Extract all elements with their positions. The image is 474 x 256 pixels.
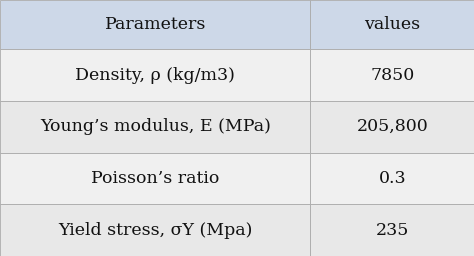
Text: 0.3: 0.3 [378,170,406,187]
Bar [0,0,310,49]
Text: 7850: 7850 [370,67,414,83]
Bar [310,49,474,101]
Text: 205,800: 205,800 [356,118,428,135]
Text: Density, ρ (kg/m3): Density, ρ (kg/m3) [75,67,235,83]
Text: 235: 235 [375,222,409,239]
Text: Poisson’s ratio: Poisson’s ratio [91,170,219,187]
Bar [0,204,310,256]
Bar [310,0,474,49]
Bar [0,49,310,101]
Bar [310,204,474,256]
Bar [310,153,474,204]
Text: Young’s modulus, E (MPa): Young’s modulus, E (MPa) [40,118,271,135]
Text: Parameters: Parameters [105,16,206,33]
Bar [310,101,474,153]
Bar [0,101,310,153]
Text: values: values [364,16,420,33]
Text: Yield stress, σY (Mpa): Yield stress, σY (Mpa) [58,222,253,239]
Bar [0,153,310,204]
